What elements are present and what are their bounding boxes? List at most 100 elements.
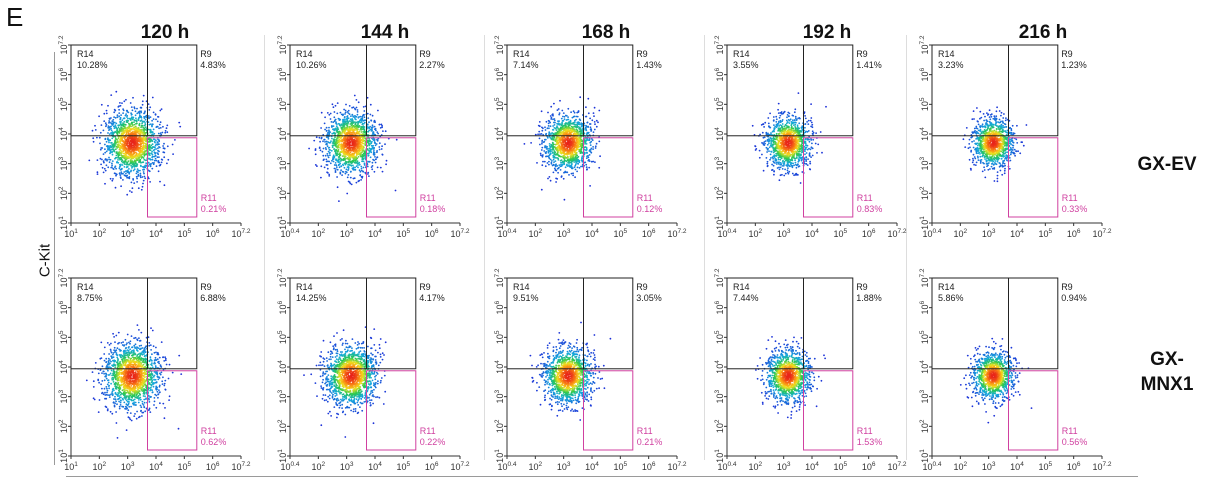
event-dot [109,139,112,142]
y-tick-label: 105 [58,97,69,111]
event-dot [341,174,343,177]
event-dot [111,179,114,182]
event-dot [138,156,141,159]
event-dot [121,119,124,122]
event-dot [762,123,765,125]
event-dot [779,158,782,161]
event-dot [554,151,557,154]
event-dot [362,152,365,155]
event-dot [793,111,796,114]
event-dot [786,163,789,166]
event-dot [125,147,128,150]
event-dot [321,150,324,153]
gate-r11-label: R11 [637,193,653,203]
event-dot [100,103,103,106]
event-dot [541,141,543,143]
y-axis-label: C-Kit [36,243,54,278]
event-dot [354,166,356,169]
event-dot [356,113,359,116]
event-dot [339,118,342,121]
gate-r14-percent: 7.14% [513,60,539,70]
event-dot [779,161,782,164]
event-dot [362,160,365,163]
event-dot [567,107,570,110]
event-dot [122,179,124,181]
event-dot [137,153,140,156]
event-dot [326,164,329,166]
event-dot [542,160,544,163]
gate-r14-percent: 10.26% [296,60,327,70]
event-dot [115,122,118,125]
event-dot [142,171,145,173]
event-dot [373,149,375,151]
event-dot [320,111,323,114]
event-dot [541,164,544,167]
event-dot [561,164,564,166]
event-dot [341,132,344,134]
event-dot [135,120,138,123]
event-dot [382,130,384,132]
event-dot [552,125,554,127]
event-dot [326,153,329,155]
y-tick-label: 107.2 [714,35,725,54]
event-dot [346,161,348,163]
event-dot [810,121,813,124]
event-dot [324,147,327,149]
event-dot [131,118,134,121]
event-dot [573,161,576,163]
event-dot [779,114,782,117]
event-dot [117,126,120,129]
event-dot [333,148,336,150]
event-dot [120,124,123,127]
event-dot [351,152,354,155]
event-dot [331,159,333,162]
event-dot [587,126,589,128]
event-dot [110,146,113,149]
event-dot [809,119,812,122]
event-dot [585,106,587,109]
event-dot [320,136,323,139]
event-dot [165,127,168,130]
event-dot [553,119,556,122]
event-dot [131,187,134,190]
event-dot [123,174,126,177]
event-dot [135,117,137,120]
x-tick-label: 105 [397,228,411,239]
event-dot [555,181,557,183]
event-dot [325,129,328,132]
event-dot [560,175,563,178]
event-dot [787,167,789,169]
gate-r11-percent: 0.21% [201,204,227,214]
event-dot [544,138,547,141]
event-dot [370,129,373,132]
event-dot [157,160,160,162]
column-divider [484,35,485,460]
event-dot [797,117,799,120]
event-dot [360,127,362,130]
event-dot [776,161,778,164]
event-dot [124,160,127,163]
event-dot [777,108,779,111]
event-dot [357,164,359,166]
event-dot [564,148,567,150]
event-dot [308,147,310,150]
event-dot [808,147,810,150]
event-dot [551,151,554,154]
event-dot [360,179,362,181]
event-dot [355,137,357,140]
x-tick-label: 106 [425,228,439,239]
event-dot [344,155,347,158]
event-dot [116,133,119,136]
y-tick-label: 101 [58,216,69,230]
event-dot [120,172,123,175]
event-dot [595,125,598,128]
event-dot [549,121,551,124]
event-dot [326,167,329,170]
event-dot [537,133,539,136]
event-dot [593,121,596,123]
event-dot [339,139,341,142]
event-dot [144,144,147,147]
event-dot [152,128,155,131]
event-dot [568,158,571,160]
event-dot [368,144,371,147]
